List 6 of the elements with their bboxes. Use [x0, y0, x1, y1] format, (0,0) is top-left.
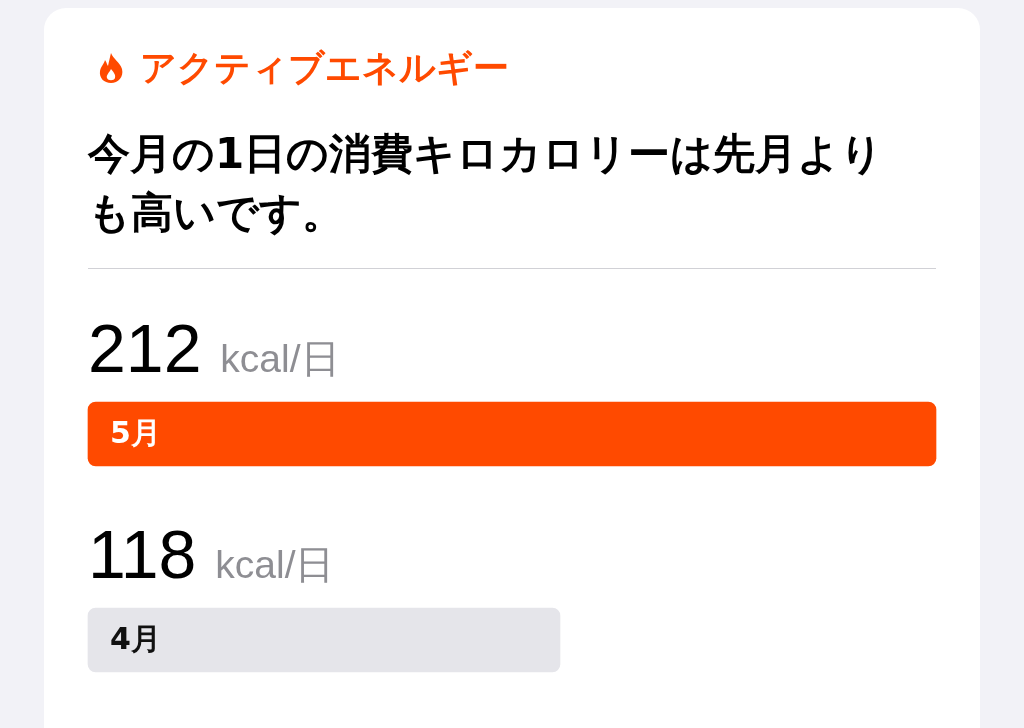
- chart-subtitle: 今月の1日の消費キロカロリーは先月よりも高いです。: [88, 128, 885, 239]
- data-label: 212 kcal/日: [88, 310, 340, 386]
- y-tick-label: 4月: [110, 620, 161, 656]
- data-label: 118 kcal/日: [88, 516, 335, 592]
- chart-title: アクティブエネルギー: [140, 46, 509, 90]
- y-tick-label: 5月: [110, 414, 161, 450]
